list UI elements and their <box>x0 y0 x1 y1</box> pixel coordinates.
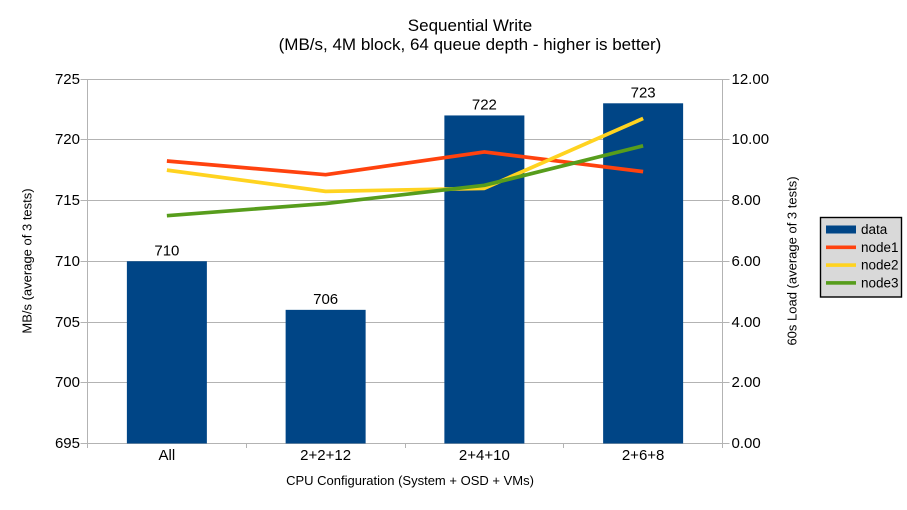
legend-item-node2: node2 <box>826 258 899 273</box>
line-series-node3 <box>166 144 644 218</box>
legend-item-node3: node3 <box>826 275 899 290</box>
x-category-label: 2+6+8 <box>622 447 665 464</box>
bar-2+4+10 <box>444 115 525 444</box>
y-left-tick-label: 710 <box>55 253 80 270</box>
y-right-tick-label: 8.00 <box>732 192 761 209</box>
legend-swatch-line <box>826 281 856 285</box>
axis-ticks: 695 700 705 710 715 720 725 0.00 2.00 4.00 6.00 8.0… <box>55 71 769 464</box>
line-node3 <box>166 144 644 218</box>
y-axis-right-title: 60s Load (average of 3 tests) <box>784 176 800 346</box>
y-left-tick-label: 705 <box>55 314 80 331</box>
x-axis-title: CPU Configuration (System + OSD + VMs) <box>286 473 534 488</box>
legend-swatch-bar <box>826 225 856 234</box>
legend: data node1 node2 node3 <box>819 216 903 298</box>
bar-value-label: 706 <box>313 291 338 308</box>
line-node1 <box>166 150 644 177</box>
y-right-tick-label: 0.00 <box>732 435 761 452</box>
y-right-tick-label: 12.00 <box>732 71 770 88</box>
bar-value-label: 722 <box>472 96 497 113</box>
legend-label: node1 <box>861 240 899 255</box>
y-left-tick-label: 695 <box>55 435 80 452</box>
legend-label: node2 <box>861 258 899 273</box>
bar-2+2+12 <box>285 309 366 444</box>
legend-swatch-line <box>826 245 856 250</box>
chart-title: Sequential Write <box>407 16 533 35</box>
legend-label: data <box>861 222 888 237</box>
legend-label: node3 <box>861 275 899 290</box>
y-left-tick-label: 700 <box>55 374 80 391</box>
legend-item-data: data <box>826 222 888 237</box>
bar-2+6+8 <box>603 103 684 444</box>
bar-value-label: 723 <box>631 84 656 101</box>
legend-swatch-line <box>826 263 856 267</box>
line-series-node2 <box>166 116 644 194</box>
chart-subtitle: (MB/s, 4M block, 64 queue depth - higher… <box>278 35 662 54</box>
y-right-tick-label: 10.00 <box>732 131 770 148</box>
bar-All <box>126 261 207 444</box>
x-category-label: All <box>159 447 176 464</box>
y-right-tick-label: 6.00 <box>732 253 761 270</box>
y-left-tick-label: 715 <box>55 192 80 209</box>
y-left-tick-label: 720 <box>55 131 80 148</box>
x-category-label: 2+2+12 <box>300 447 351 464</box>
legend-item-node1: node1 <box>826 240 899 255</box>
line-series-node1 <box>166 150 644 177</box>
y-right-tick-label: 2.00 <box>732 374 761 391</box>
y-left-tick-label: 725 <box>55 71 80 88</box>
y-right-tick-label: 4.00 <box>732 314 761 331</box>
x-category-label: 2+4+10 <box>459 447 510 464</box>
line-node2 <box>166 116 644 194</box>
y-axis-left-title: MB/s (average of 3 tests) <box>19 188 35 334</box>
bar-value-label: 710 <box>154 242 179 259</box>
bar-series-data: 710 706 722 723 <box>126 84 684 444</box>
